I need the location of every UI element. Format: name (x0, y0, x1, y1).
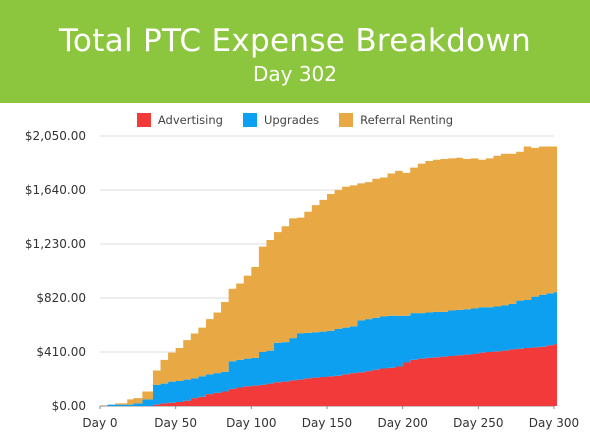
area-advertising (100, 343, 558, 406)
y-tick-label: $1,230.00 (25, 237, 86, 251)
y-tick-label: $1,640.00 (25, 183, 86, 197)
legend-label-upgrades: Upgrades (263, 113, 320, 127)
x-tick-label: Day 300 (529, 416, 579, 430)
x-tick-label: Day 100 (226, 416, 276, 430)
x-tick-label: Day 0 (82, 416, 117, 430)
y-tick-label: $820.00 (36, 291, 86, 305)
title-banner: Total PTC Expense Breakdown Day 302 (0, 0, 590, 103)
legend-item-upgrades: Upgrades (242, 113, 320, 127)
area-referral-renting (100, 145, 558, 406)
y-tick-label: $410.00 (36, 345, 86, 359)
legend-item-advertising: Advertising (136, 113, 223, 127)
x-tick-label: Day 200 (377, 416, 427, 430)
x-tick-label: Day 50 (154, 416, 197, 430)
chart-title: Total PTC Expense Breakdown (58, 23, 532, 59)
legend: Advertising Upgrades Referral Renting (0, 112, 590, 128)
area-upgrades (100, 290, 558, 406)
y-tick-label: $0.00 (52, 399, 86, 413)
legend-item-referral-renting: Referral Renting (339, 113, 453, 127)
x-tick-label: Day 150 (302, 416, 352, 430)
y-tick-label: $2,050.00 (25, 129, 86, 143)
legend-swatch-referral-renting (339, 113, 354, 127)
legend-label-advertising: Advertising (157, 113, 223, 127)
legend-swatch-upgrades (242, 113, 257, 127)
legend-swatch-advertising (136, 113, 151, 127)
legend-label-referral-renting: Referral Renting (360, 113, 454, 127)
chart-subtitle: Day 302 (252, 62, 338, 86)
x-tick-label: Day 250 (453, 416, 503, 430)
